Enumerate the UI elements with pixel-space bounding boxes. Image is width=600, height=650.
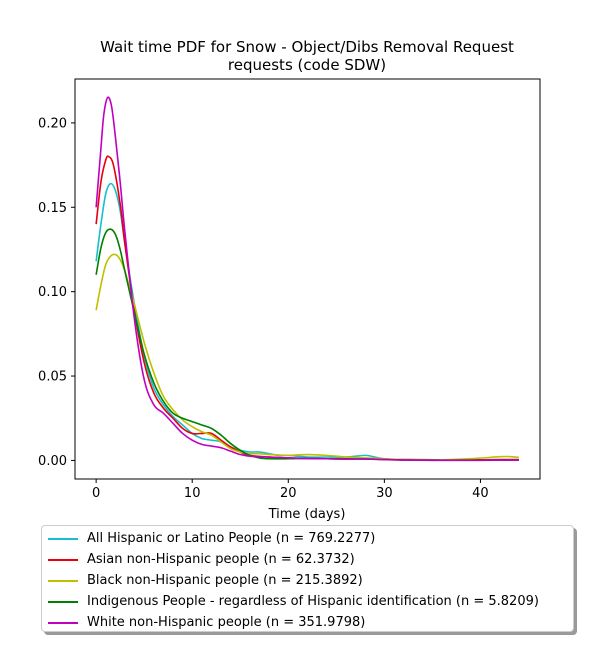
legend-label-0: All Hispanic or Latino People (n = 769.2… (87, 531, 376, 546)
legend-item-3: Indigenous People - regardless of Hispan… (42, 591, 539, 612)
y-tick-label-0: 0.00 (38, 454, 67, 469)
legend-label-1: Asian non-Hispanic people (n = 62.3732) (87, 552, 355, 567)
y-tick-label-3: 0.15 (38, 201, 67, 216)
legend-label-2: Black non-Hispanic people (n = 215.3892) (87, 573, 363, 588)
series-line-4 (95, 96, 519, 462)
x-axis-label: Time (days) (268, 507, 346, 522)
legend-label-3: Indigenous People - regardless of Hispan… (87, 594, 539, 609)
series-line-0 (95, 182, 519, 461)
chart-title-line-2: requests (code SDW) (228, 56, 386, 74)
series-line-1 (95, 155, 519, 461)
series-line-2 (95, 253, 519, 461)
series-line-3 (95, 228, 519, 461)
legend-swatch-2 (48, 579, 78, 582)
legend-swatch-3 (48, 600, 78, 603)
x-tick-label-0: 0 (92, 486, 100, 501)
y-tick-label-2: 0.10 (38, 285, 67, 300)
x-tick-label-2: 20 (280, 486, 297, 501)
chart-title-line-1: Wait time PDF for Snow - Object/Dibs Rem… (100, 38, 514, 56)
y-tick-label-1: 0.05 (38, 370, 67, 385)
x-tick-label-4: 40 (472, 486, 489, 501)
legend-swatch-0 (48, 537, 78, 540)
legend-swatch-1 (48, 558, 78, 561)
plot-frame (74, 78, 541, 480)
x-tick-label-1: 10 (184, 486, 201, 501)
legend-label-4: White non-Hispanic people (n = 351.9798) (87, 615, 366, 630)
legend: All Hispanic or Latino People (n = 769.2… (41, 525, 574, 632)
x-tick-label-3: 30 (376, 486, 393, 501)
legend-item-4: White non-Hispanic people (n = 351.9798) (42, 612, 365, 633)
plot-area (95, 96, 519, 462)
legend-item-1: Asian non-Hispanic people (n = 62.3732) (42, 549, 355, 570)
legend-item-2: Black non-Hispanic people (n = 215.3892) (42, 570, 363, 591)
legend-item-0: All Hispanic or Latino People (n = 769.2… (42, 528, 375, 549)
axes-ticks: 0 10 20 30 40 0.00 0.05 0.10 0.15 0.20 (38, 116, 489, 501)
y-tick-label-4: 0.20 (38, 116, 67, 131)
legend-swatch-4 (48, 621, 78, 624)
